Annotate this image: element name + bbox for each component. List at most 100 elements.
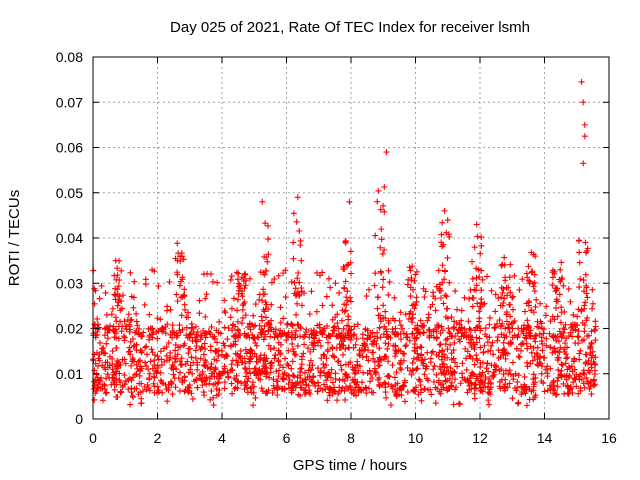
- data-point: [370, 389, 377, 396]
- data-point: [290, 373, 297, 380]
- data-point: [497, 353, 504, 360]
- data-point: [188, 320, 195, 327]
- data-point: [580, 160, 587, 167]
- data-point: [289, 372, 296, 379]
- data-point: [201, 362, 208, 369]
- data-point: [592, 354, 599, 361]
- data-point: [370, 349, 377, 356]
- data-point: [534, 323, 541, 330]
- data-point: [319, 329, 326, 336]
- data-point: [250, 312, 257, 319]
- data-point: [290, 346, 297, 353]
- data-point: [469, 294, 476, 301]
- data-point: [288, 278, 295, 285]
- data-point: [177, 294, 184, 301]
- data-point: [199, 368, 206, 375]
- data-point: [458, 317, 465, 324]
- data-point: [461, 325, 468, 332]
- data-point: [407, 293, 414, 300]
- data-point: [557, 278, 564, 285]
- data-point: [177, 362, 184, 369]
- data-point: [562, 321, 569, 328]
- data-point: [353, 335, 360, 342]
- data-point: [575, 306, 582, 313]
- data-point: [153, 328, 160, 335]
- data-point: [133, 341, 140, 348]
- data-point: [342, 345, 349, 352]
- data-point: [484, 360, 491, 367]
- data-point: [91, 300, 98, 307]
- data-point: [381, 184, 388, 191]
- data-point: [501, 295, 508, 302]
- data-point: [448, 350, 455, 357]
- data-point: [483, 273, 490, 280]
- data-point: [143, 351, 150, 358]
- data-point: [208, 373, 215, 380]
- data-point: [182, 361, 189, 368]
- data-point: [189, 337, 196, 344]
- data-point: [126, 328, 133, 335]
- data-point: [177, 369, 184, 376]
- data-point: [306, 361, 313, 368]
- data-point: [233, 333, 240, 340]
- data-point: [501, 334, 508, 341]
- data-point: [531, 288, 538, 295]
- data-point: [418, 351, 425, 358]
- data-point: [447, 365, 454, 372]
- data-point: [561, 390, 568, 397]
- data-point: [515, 399, 522, 406]
- data-point: [518, 325, 525, 332]
- data-point: [203, 291, 210, 298]
- data-point: [382, 384, 389, 391]
- data-point: [408, 371, 415, 378]
- data-point: [133, 346, 140, 353]
- data-point: [234, 326, 241, 333]
- data-point: [102, 325, 109, 332]
- data-point: [169, 362, 176, 369]
- data-point: [371, 368, 378, 375]
- data-point: [527, 343, 534, 350]
- data-point: [457, 380, 464, 387]
- data-point: [114, 272, 121, 279]
- data-point: [196, 297, 203, 304]
- data-point: [375, 187, 382, 194]
- x-tick-label: 6: [283, 430, 291, 446]
- data-point: [500, 339, 507, 346]
- data-point: [400, 383, 407, 390]
- data-point: [238, 380, 245, 387]
- data-point: [274, 383, 281, 390]
- data-point: [549, 282, 556, 289]
- data-point: [346, 383, 353, 390]
- data-point: [525, 324, 532, 331]
- data-point: [228, 366, 235, 373]
- data-point: [581, 133, 588, 140]
- data-point: [583, 351, 590, 358]
- data-point: [325, 389, 332, 396]
- data-point: [306, 311, 313, 318]
- data-point: [174, 271, 181, 278]
- data-point: [492, 308, 499, 315]
- data-point: [232, 376, 239, 383]
- data-point: [520, 330, 527, 337]
- data-point: [176, 322, 183, 329]
- data-point: [503, 318, 510, 325]
- data-point: [477, 344, 484, 351]
- data-point: [341, 301, 348, 308]
- data-point: [293, 311, 300, 318]
- data-point: [466, 295, 473, 302]
- data-point: [244, 389, 251, 396]
- data-point: [135, 330, 142, 337]
- data-point: [309, 378, 316, 385]
- data-point: [391, 374, 398, 381]
- data-point: [335, 358, 342, 365]
- data-point: [586, 385, 593, 392]
- data-point: [421, 294, 428, 301]
- data-point: [541, 354, 548, 361]
- data-point: [307, 357, 314, 364]
- data-point: [249, 379, 256, 386]
- data-point: [165, 339, 172, 346]
- data-point: [318, 355, 325, 362]
- data-point: [444, 377, 451, 384]
- data-point: [103, 311, 110, 318]
- data-point: [420, 329, 427, 336]
